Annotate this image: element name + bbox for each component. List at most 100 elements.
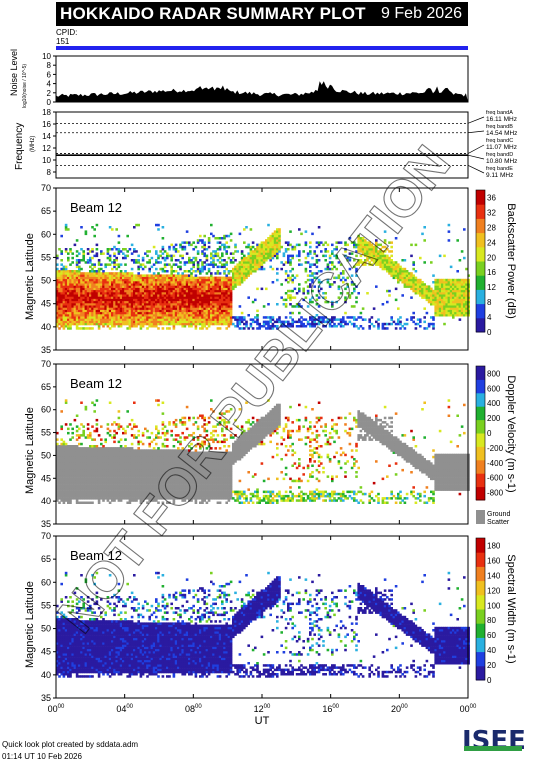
heatmap-cell xyxy=(229,276,233,280)
heatmap-cell xyxy=(210,281,213,284)
heatmap-cell xyxy=(234,259,237,262)
heatmap-cell xyxy=(69,274,72,277)
heatmap-cell xyxy=(75,305,79,308)
heatmap-cell xyxy=(113,455,116,459)
heatmap-cell xyxy=(115,298,118,302)
heatmap-cell xyxy=(405,283,409,286)
heatmap-cell xyxy=(438,289,442,293)
heatmap-cell xyxy=(192,287,195,291)
heatmap-cell xyxy=(467,292,470,295)
heatmap-cell xyxy=(141,322,145,326)
heatmap-cell xyxy=(238,278,242,282)
heatmap-cell xyxy=(207,305,211,308)
heatmap-cell xyxy=(133,320,136,324)
heatmap-cell xyxy=(124,473,127,476)
heatmap-cell xyxy=(201,298,204,302)
heatmap-cell xyxy=(93,274,96,277)
heatmap-cell xyxy=(273,252,277,255)
heatmap-cell xyxy=(84,322,88,326)
heatmap-cell xyxy=(89,445,92,448)
heatmap-cell xyxy=(100,464,103,467)
heatmap-cell xyxy=(108,453,112,457)
heatmap-cell xyxy=(300,316,303,319)
heatmap-cell xyxy=(221,287,224,291)
heatmap-cell xyxy=(119,468,123,472)
heatmap-cell xyxy=(443,254,446,258)
heatmap-cell xyxy=(379,263,382,266)
heatmap-cell xyxy=(111,447,114,450)
heatmap-cell xyxy=(291,281,294,284)
heatmap-cell xyxy=(357,239,360,242)
heatmap-cell xyxy=(298,263,301,266)
heatmap-cell xyxy=(328,320,332,324)
heatmap-cell xyxy=(89,453,92,457)
heatmap-cell xyxy=(60,234,63,238)
heatmap-cell xyxy=(328,318,332,321)
heatmap-cell xyxy=(111,294,114,297)
heatmap-cell xyxy=(306,274,310,277)
heatmap-cell xyxy=(69,303,72,306)
heatmap-cell xyxy=(218,316,222,319)
heatmap-cell xyxy=(155,223,158,227)
heatmap-cell xyxy=(245,270,248,273)
heatmap-cell xyxy=(152,294,156,297)
heatmap-cell xyxy=(141,289,145,293)
heatmap-cell xyxy=(80,434,83,437)
heatmap-cell xyxy=(227,303,231,306)
heatmap-cell xyxy=(212,259,215,262)
heatmap-cell xyxy=(192,300,195,304)
heatmap-cell xyxy=(78,322,81,326)
heatmap-cell xyxy=(260,325,264,328)
heatmap-cell xyxy=(174,289,178,293)
noise-y-tick-label: 6 xyxy=(47,70,52,79)
heatmap-cell xyxy=(161,314,165,317)
heatmap-cell xyxy=(170,274,173,277)
heatmap-cell xyxy=(432,294,435,297)
heatmap-cell xyxy=(196,296,200,299)
heatmap-cell xyxy=(73,309,77,313)
heatmap-cell xyxy=(115,490,118,494)
heatmap-cell xyxy=(119,263,123,266)
heatmap-cell xyxy=(229,311,233,315)
heatmap-cell xyxy=(425,327,429,330)
heatmap-cell xyxy=(262,245,266,249)
heatmap-cell xyxy=(80,471,83,474)
heatmap-cell xyxy=(60,438,63,441)
heatmap-cell xyxy=(69,292,72,295)
frequency-band-label: freq bandD xyxy=(486,152,513,158)
heatmap-cell xyxy=(95,458,99,461)
heatmap-cell xyxy=(251,259,255,262)
colorbar-tick-label: 12 xyxy=(487,283,496,292)
heatmap-cell xyxy=(163,298,167,302)
heatmap-cell xyxy=(454,278,457,282)
heatmap-cell xyxy=(115,492,118,496)
heatmap-cell xyxy=(60,303,63,306)
heatmap-cell xyxy=(113,462,116,465)
heatmap-cell xyxy=(414,270,418,273)
heatmap-cell xyxy=(161,283,165,286)
heatmap-cell xyxy=(291,254,294,258)
heatmap-cell xyxy=(130,479,134,483)
heatmap-cell xyxy=(102,314,105,317)
heatmap-cell xyxy=(315,259,319,262)
heatmap-cell xyxy=(342,281,345,284)
heatmap-cell xyxy=(412,285,415,288)
heatmap-cell xyxy=(80,442,83,446)
heatmap-cell xyxy=(194,276,198,280)
heatmap-cell xyxy=(144,322,147,326)
heatmap-cell xyxy=(361,307,365,310)
heatmap-cell xyxy=(71,486,74,489)
heatmap-cell xyxy=(100,263,103,266)
heatmap-cell xyxy=(458,283,462,286)
heatmap-cell xyxy=(67,451,70,454)
heatmap-cell xyxy=(78,265,81,269)
heatmap-cell xyxy=(168,281,171,284)
heatmap-cell xyxy=(467,311,470,315)
heatmap-cell xyxy=(377,327,380,330)
heatmap-cell xyxy=(137,285,140,288)
heatmap-cell xyxy=(64,265,68,269)
heatmap-cell xyxy=(403,278,407,282)
heatmap-cell xyxy=(401,274,404,277)
heatmap-cell xyxy=(157,287,160,291)
heatmap-cell xyxy=(95,294,99,297)
